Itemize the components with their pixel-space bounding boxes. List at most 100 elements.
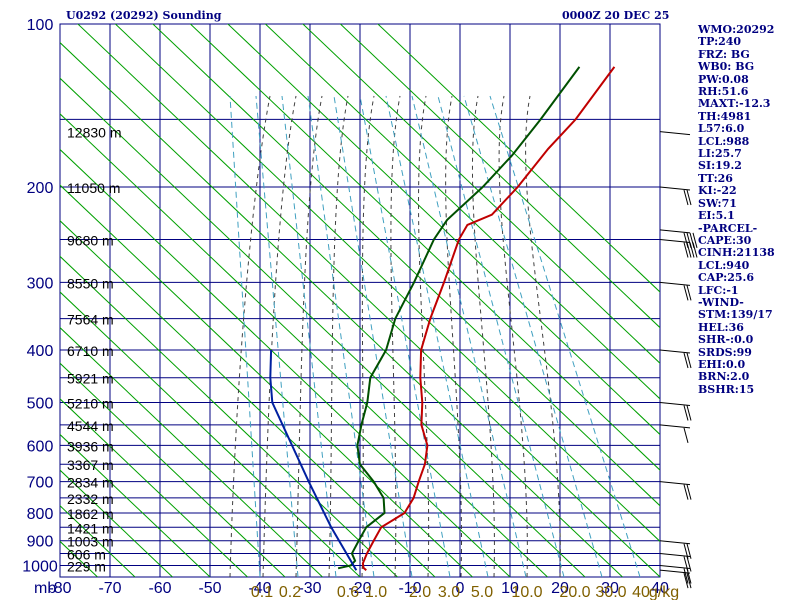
dry-adiabat <box>77 24 660 577</box>
wind-barb-flag <box>686 189 692 206</box>
temperature-line <box>361 66 616 571</box>
index-line: -WIND- <box>698 295 744 309</box>
height-label: 1421 m <box>67 520 114 536</box>
mixing-ratio-line <box>411 95 527 577</box>
mixing-ratio-label: 5.0 <box>471 584 493 600</box>
height-label: 11050 m <box>67 180 120 196</box>
indices-panel: WMO:20292 TP:240 FRZ: BG WB0: BG PW:0.08 RH:5… <box>698 23 800 396</box>
height-label: 2332 m <box>67 491 114 507</box>
wind-barb-shaft <box>659 569 691 574</box>
mixing-ratio-label: 0.1 <box>251 584 273 600</box>
mixing-ratio-label: 0.6 <box>337 584 359 600</box>
index-line: TH:4981 <box>698 109 752 123</box>
x-tick-label: -30 <box>298 580 321 597</box>
mixing-ratio-label: 3.0 <box>438 584 460 600</box>
dry-adiabat <box>60 433 211 577</box>
index-line: SW:71 <box>698 196 737 210</box>
moist-adiabat <box>525 95 561 577</box>
x-tick-label: -60 <box>148 580 171 597</box>
mixing-ratio-line <box>307 95 375 577</box>
dry-adiabat <box>60 291 361 577</box>
y-tick-label: 500 <box>27 396 54 413</box>
dry-adiabat <box>189 24 660 471</box>
wind-barb-shaft <box>659 349 691 354</box>
height-label: 1862 m <box>67 506 114 522</box>
index-line: HEL:36 <box>698 320 744 334</box>
wind-barb-shaft <box>659 402 691 407</box>
mixing-ratio-label: g/kg <box>649 584 679 600</box>
moist-adiabat <box>445 95 462 577</box>
height-label: 6710 m <box>67 343 114 359</box>
dry-adiabat <box>60 148 511 577</box>
moist-adiabat <box>229 95 271 577</box>
height-label: 5921 m <box>67 371 114 387</box>
moist-adiabat <box>418 95 430 577</box>
index-line: WMO:20292 <box>698 23 775 36</box>
dry-adiabat <box>60 113 548 577</box>
height-label: 8550 m <box>67 275 114 291</box>
moist-adiabat <box>390 95 401 577</box>
wind-barb-shaft <box>659 281 691 286</box>
index-line: LCL:988 <box>698 134 750 148</box>
mixing-ratio-line <box>255 95 299 577</box>
wind-barb-flag <box>692 242 698 258</box>
x-tick-label: 0 <box>456 580 465 597</box>
height-label: 3936 m <box>67 438 114 454</box>
wind-barb-flag <box>689 242 695 258</box>
wind-barb-flag <box>692 232 698 249</box>
mixing-ratio-line <box>385 95 489 577</box>
index-line: MAXT:-12.3 <box>698 97 771 111</box>
wind-barb-flag <box>683 427 689 444</box>
mixing-ratio-line <box>359 95 451 577</box>
wind-barb-flag <box>686 242 692 258</box>
y-tick-label: 800 <box>27 506 54 523</box>
index-line: LCL:940 <box>698 258 750 272</box>
y-tick-label: 100 <box>27 17 54 34</box>
height-label: 12830 m <box>67 125 121 141</box>
wind-barb-flag <box>686 285 692 301</box>
profile-lines <box>269 66 616 571</box>
wind-barb-shaft <box>659 540 691 545</box>
adiabat-layer <box>60 24 660 577</box>
dry-adiabat <box>114 24 660 543</box>
height-label: 3367 m <box>67 457 114 473</box>
index-line: LI:25.7 <box>698 147 742 161</box>
x-tick-label: -10 <box>398 580 421 597</box>
wind-barb-shaft <box>659 131 691 136</box>
index-line: KI:-22 <box>698 184 737 198</box>
wind-barb-flag <box>683 189 689 206</box>
dry-adiabat <box>60 362 286 577</box>
wind-barb-flag <box>686 568 692 584</box>
height-label: 9680 m <box>67 232 114 248</box>
dry-adiabat <box>60 77 586 577</box>
moist-adiabat <box>262 95 297 577</box>
mixing-ratio-label: 10.0 <box>511 584 542 600</box>
mixing-ratio-line <box>437 95 565 577</box>
dry-adiabat <box>302 24 660 364</box>
y-tick-label: 600 <box>27 438 54 455</box>
mixing-ratio-label: 40 <box>632 584 650 600</box>
height-label: 229 m <box>67 559 106 575</box>
wind-barb-flag <box>683 242 689 258</box>
index-line: SRDS:99 <box>698 345 752 359</box>
index-line: CAP:25.6 <box>698 271 755 285</box>
wind-barb-flag <box>683 405 689 421</box>
wind-barb-flag <box>686 543 692 559</box>
wind-barb-flag <box>686 352 692 369</box>
index-line: SHR-:0.0 <box>698 333 754 347</box>
mixing-ratio-label: 30.0 <box>595 584 626 600</box>
wind-barb-flag <box>686 573 692 589</box>
wind-barb-flag <box>686 484 692 500</box>
x-tick-label: -50 <box>198 580 221 597</box>
y-tick-label: 900 <box>27 534 54 551</box>
dry-adiabat <box>60 255 398 577</box>
x-tick-label: -80 <box>48 580 71 597</box>
index-line: STM:139/17 <box>698 308 773 322</box>
x-tick-label: -40 <box>248 580 271 597</box>
dry-adiabat <box>264 24 660 400</box>
wind-barb-shaft <box>659 481 691 486</box>
y-tick-label: 700 <box>27 475 54 492</box>
wind-barb-flag <box>683 568 689 584</box>
